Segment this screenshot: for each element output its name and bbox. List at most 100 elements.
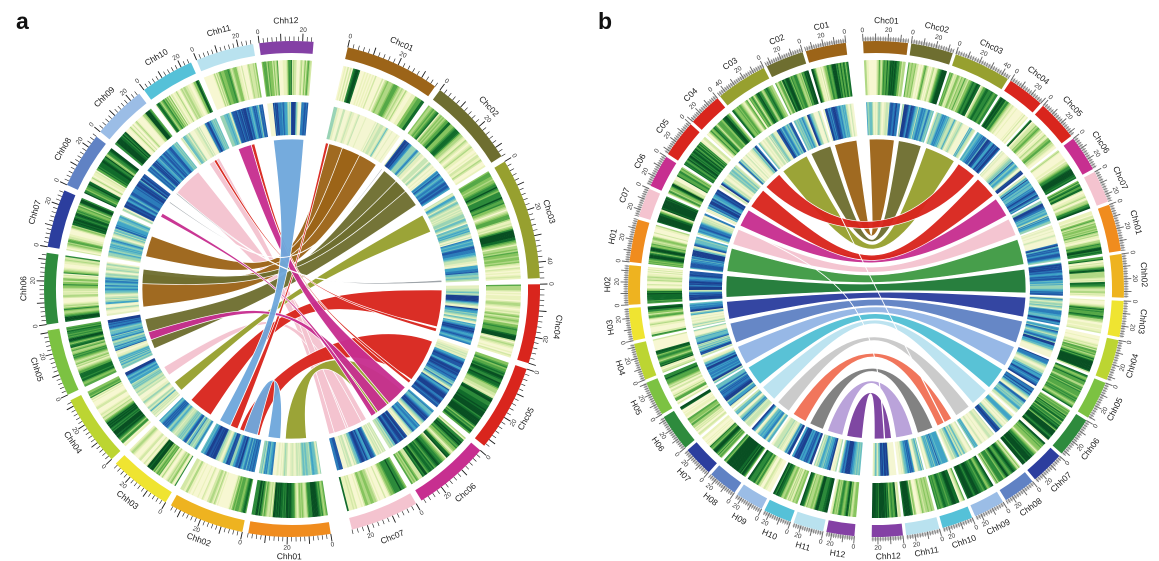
tick-label: 20 xyxy=(817,32,826,40)
tick-label: 20 xyxy=(44,196,53,206)
tick-label: 20 xyxy=(615,315,623,323)
tick-label: 0 xyxy=(851,544,856,551)
chromosome-Chh08 xyxy=(999,472,1033,501)
ribbon-H11-Chh11 xyxy=(827,380,914,439)
tick-label: 0 xyxy=(1036,486,1044,494)
tick-label: 20 xyxy=(30,277,37,285)
ribbon-H04-Chh04 xyxy=(729,298,1023,344)
tick-label: 20 xyxy=(1100,406,1110,416)
chromosome-H02 xyxy=(628,265,642,305)
chromosome-label-Chh07: Chh07 xyxy=(26,199,43,226)
chromosome-label-C06: C06 xyxy=(632,152,648,171)
tick-label: 0 xyxy=(974,524,980,532)
chromosome-H11 xyxy=(793,511,826,532)
ribbon-C03-Chc03 xyxy=(782,147,955,250)
chromosome-label-Chh11: Chh11 xyxy=(914,544,940,558)
tick-label: 20 xyxy=(826,540,835,548)
tick-label: 20 xyxy=(1123,222,1132,231)
chromosome-Chh04 xyxy=(1095,337,1119,380)
chromosome-H08 xyxy=(711,465,742,493)
tick-label: 20 xyxy=(482,114,492,124)
ribbon-H05-Chh05 xyxy=(737,306,1015,367)
tick-label: 40 xyxy=(545,257,553,265)
tick-label: 0 xyxy=(100,463,108,471)
chromosome-label-Chc01: Chc01 xyxy=(874,15,899,26)
chromosome-label-Chc03: Chc03 xyxy=(541,198,558,225)
tick-label: 20 xyxy=(623,357,632,366)
chromosome-label-Chh02: Chh02 xyxy=(1139,262,1150,288)
ribbon-C06-Chc06 xyxy=(739,198,1008,264)
ribbon-H02-Chh02 xyxy=(725,268,1027,298)
chromosome-label-H07: H07 xyxy=(675,466,693,484)
panel-b: Chc01 Chc02Chc03Chc04Chc05Chc06Chc07Chh01… xyxy=(602,15,1150,561)
tick-label: 20 xyxy=(637,394,647,404)
chromosome-Chh12 xyxy=(259,40,314,56)
tick-label: 0 xyxy=(698,477,706,485)
tick-label: 0 xyxy=(902,543,907,550)
tick-label: 20 xyxy=(542,335,550,344)
chromosome-Chh03 xyxy=(1107,300,1124,338)
tick-label: 20 xyxy=(171,53,181,63)
chromosome-label-Chc07: Chc07 xyxy=(379,527,406,546)
tick-label: 20 xyxy=(663,130,673,140)
tick-label: 0 xyxy=(1128,250,1135,255)
tick-label: 20 xyxy=(874,545,882,552)
tick-label: 20 xyxy=(283,545,291,552)
tick-label: 0 xyxy=(614,303,621,307)
panel-a-heatmap-inner-bluegreen xyxy=(104,101,480,477)
tick-label: 20 xyxy=(1064,111,1074,121)
tick-label: 20 xyxy=(1118,363,1127,372)
panel-a-scale-ticks: 0200200204002002002002002002002002002002… xyxy=(30,27,555,552)
chromosome-Chh02 xyxy=(170,494,245,532)
chromosome-label-Chc02: Chc02 xyxy=(924,20,950,35)
chromosome-Chh03 xyxy=(115,455,172,503)
ribbon-Chc04-Chh10 xyxy=(213,159,438,333)
chromosome-label-H03: H03 xyxy=(604,319,616,336)
tick-label: 0 xyxy=(189,46,195,54)
tick-label: 20 xyxy=(626,202,635,211)
chromosome-H06 xyxy=(663,410,695,448)
chromosome-Chh07 xyxy=(1027,447,1060,480)
tick-label: 20 xyxy=(443,491,453,501)
tick-label: 40 xyxy=(714,78,724,88)
tick-label: 0 xyxy=(911,29,916,36)
tick-label: 0 xyxy=(756,54,763,62)
chromosome-Chh10 xyxy=(144,62,196,100)
tick-label: 20 xyxy=(760,518,770,528)
chromosome-Chc01 xyxy=(863,40,909,55)
chromosome-label-Chh12: Chh12 xyxy=(876,550,902,561)
tick-label: 0 xyxy=(842,28,847,35)
chromosome-H03 xyxy=(628,307,646,341)
chromosome-Chh08 xyxy=(66,136,106,190)
chromosome-Chh06 xyxy=(1052,414,1087,454)
chromosome-Chh09 xyxy=(100,93,147,140)
chromosome-C06 xyxy=(650,156,677,191)
tick-label: 0 xyxy=(648,417,656,424)
tick-label: 20 xyxy=(118,480,128,490)
tick-label: 20 xyxy=(533,202,542,211)
ribbon-Chc07-Chh10 xyxy=(208,157,347,434)
chromosome-label-H10: H10 xyxy=(761,527,780,542)
chromosome-label-H11: H11 xyxy=(794,539,811,553)
chromosome-C01 xyxy=(805,42,848,63)
tick-label: 0 xyxy=(1100,164,1108,171)
chromosome-H12 xyxy=(826,520,856,537)
tick-band xyxy=(956,50,1010,79)
ribbon-H12-Chh12 xyxy=(846,392,892,440)
chromosome-Chc07 xyxy=(349,493,417,530)
tick-label: 0 xyxy=(157,508,164,516)
chromosome-label-Chh06: Chh06 xyxy=(18,276,28,301)
chromosome-Chh09 xyxy=(970,491,1004,517)
chromosome-label-Chc06: Chc06 xyxy=(453,480,478,504)
chromosome-label-Chh09: Chh09 xyxy=(92,84,117,109)
chromosome-label-H02: H02 xyxy=(602,276,612,292)
ribbon-C07-Chc07 xyxy=(732,218,1017,273)
ribbon-C07-Chh12 xyxy=(738,227,886,440)
tick-label: 20 xyxy=(1092,149,1102,159)
tick-label: 20 xyxy=(119,87,129,97)
ribbon-H08-Chh08 xyxy=(777,336,970,417)
ribbon-H09-Chh09 xyxy=(792,352,953,427)
chromosome-Chc05 xyxy=(474,365,527,446)
tick-label: 0 xyxy=(635,181,643,187)
chromosome-label-C01: C01 xyxy=(813,19,831,32)
